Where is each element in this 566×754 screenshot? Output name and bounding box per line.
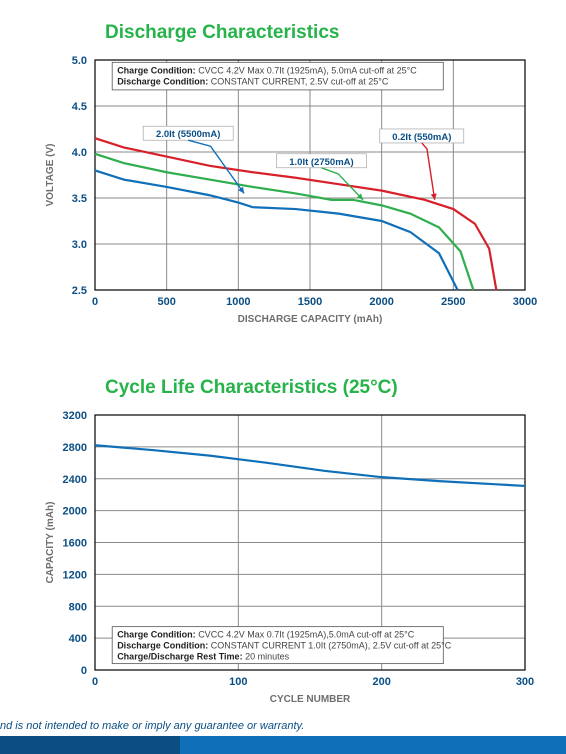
svg-text:CYCLE NUMBER: CYCLE NUMBER (270, 694, 351, 705)
chart2-title: Cycle Life Characteristics (25°C) (105, 377, 398, 399)
svg-text:1200: 1200 (63, 569, 87, 581)
svg-text:800: 800 (69, 601, 87, 613)
svg-text:1600: 1600 (63, 538, 87, 550)
svg-text:CAPACITY (mAh): CAPACITY (mAh) (45, 502, 56, 584)
svg-text:100: 100 (229, 676, 247, 688)
svg-text:0: 0 (81, 665, 87, 677)
svg-text:1000: 1000 (226, 296, 250, 308)
series-cycle (95, 445, 525, 486)
cycle-life-chart: 0 100 200 300 0 400 800 1200 1600 2000 2400 2800 320… (40, 410, 560, 725)
series-1.0It (95, 154, 473, 290)
svg-text:2.5: 2.5 (72, 285, 87, 297)
svg-text:5.0: 5.0 (72, 55, 87, 67)
svg-text:400: 400 (69, 633, 87, 645)
svg-text:4.5: 4.5 (72, 101, 87, 113)
svg-text:0: 0 (92, 676, 98, 688)
svg-text:0: 0 (92, 296, 98, 308)
svg-text:2400: 2400 (63, 474, 87, 486)
svg-text:Discharge Condition: CONSTANT: Discharge Condition: CONSTANT CURRENT 1.… (117, 641, 452, 651)
svg-text:1.0It (2750mA): 1.0It (2750mA) (289, 157, 353, 168)
svg-text:4.0: 4.0 (72, 147, 87, 159)
discharge-chart: 0 500 1000 1500 2000 2500 3000 2.5 3.0 3.5 4.0 4.5 5… (40, 55, 560, 345)
svg-text:0.2It (550mA): 0.2It (550mA) (392, 132, 451, 143)
footnote-text: nd is not intended to make or imply any … (0, 720, 304, 732)
svg-text:3200: 3200 (63, 410, 87, 422)
svg-text:Charge Condition: CVCC 4.2V Ma: Charge Condition: CVCC 4.2V Max 0.7It (1… (117, 65, 417, 75)
series-2.0It (95, 170, 458, 290)
svg-text:3.0: 3.0 (72, 239, 87, 251)
svg-text:Discharge Condition: CONSTANT: Discharge Condition: CONSTANT CURRENT, 2… (117, 76, 389, 86)
page: Discharge Characteristics 05001000150020… (0, 0, 566, 754)
svg-text:Charge/Discharge Rest Time: 20: Charge/Discharge Rest Time: 20 minutes (117, 652, 289, 662)
chart1-title: Discharge Characteristics (105, 22, 339, 44)
svg-text:VOLTAGE (V): VOLTAGE (V) (45, 144, 56, 207)
svg-text:300: 300 (516, 676, 534, 688)
svg-text:500: 500 (157, 296, 175, 308)
svg-text:2000: 2000 (369, 296, 393, 308)
svg-text:2500: 2500 (441, 296, 465, 308)
svg-text:Charge Condition: CVCC 4.2V Ma: Charge Condition: CVCC 4.2V Max 0.7It (1… (117, 630, 415, 640)
svg-text:2800: 2800 (63, 442, 87, 454)
svg-text:2.0It (5500mA): 2.0It (5500mA) (156, 129, 220, 140)
svg-text:1500: 1500 (298, 296, 322, 308)
svg-text:DISCHARGE CAPACITY (mAh): DISCHARGE CAPACITY (mAh) (238, 314, 383, 325)
svg-text:3.5: 3.5 (72, 193, 87, 205)
footer-bar (0, 736, 566, 754)
svg-text:2000: 2000 (63, 506, 87, 518)
svg-text:200: 200 (372, 676, 390, 688)
svg-text:3000: 3000 (513, 296, 537, 308)
